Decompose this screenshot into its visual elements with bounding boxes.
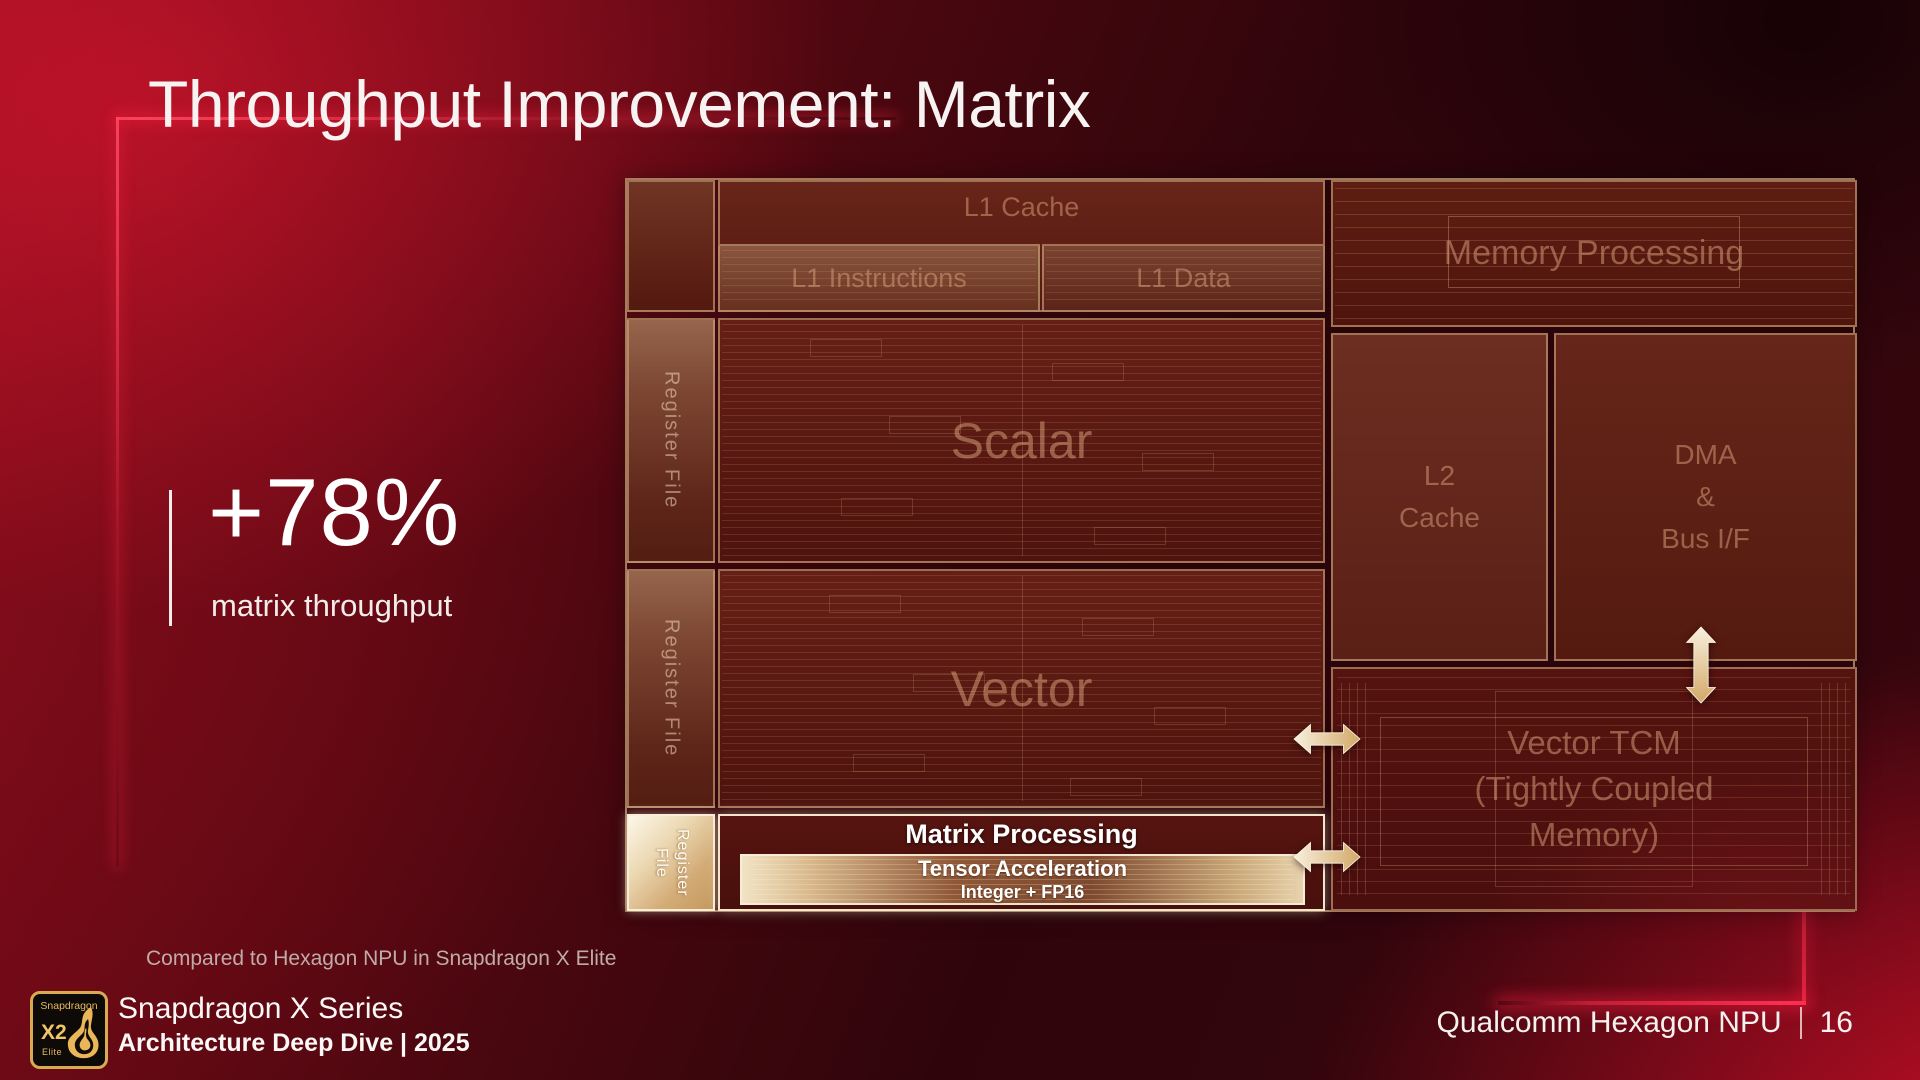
register-file-matrix-block-highlighted: Register File [627, 814, 715, 911]
memory-processing-block: Memory Processing [1331, 180, 1857, 327]
circuit-box [810, 339, 883, 358]
register-file-spacer-block [627, 180, 715, 312]
l2-line2: Cache [1399, 502, 1480, 533]
scalar-label: Scalar [950, 412, 1093, 469]
tensor-acceleration-block: Tensor Acceleration Integer + FP16 [740, 854, 1305, 905]
tensor-datatypes-label: Integer + FP16 [960, 882, 1085, 902]
memory-processing-label: Memory Processing [1443, 234, 1745, 272]
tcm-line3: Memory) [1528, 816, 1660, 854]
dma-line2: & [1696, 481, 1715, 512]
matrix-tcm-bidirectional-arrow-icon [1293, 841, 1361, 873]
circuit-lines [1821, 683, 1847, 895]
register-file-label: Register File [653, 828, 691, 897]
scalar-divider [1021, 324, 1023, 557]
l1-instructions-block: L1 Instructions [718, 244, 1040, 312]
vector-tcm-block: Vector TCM (Tightly Coupled Memory) [1331, 667, 1857, 911]
l2-line1: L2 [1423, 460, 1456, 491]
circuit-box [840, 498, 913, 517]
l1-data-block: L1 Data [1042, 244, 1325, 312]
badge-model-label: X2 [41, 1021, 67, 1044]
l1-instructions-label: L1 Instructions [791, 262, 967, 293]
frame-line-left [116, 117, 119, 867]
circuit-box [1494, 690, 1694, 888]
dma-line3: Bus I/F [1661, 523, 1750, 554]
tensor-acceleration-label: Tensor Acceleration [917, 856, 1128, 881]
stat-divider-line [169, 490, 172, 626]
l1-cache-label: L1 Cache [963, 192, 1080, 222]
page-number: 16 [1819, 1006, 1853, 1039]
vector-label: Vector [950, 660, 1093, 717]
register-file-scalar-block: Register File [627, 318, 715, 563]
l2-cache-block: L2 Cache [1331, 333, 1548, 661]
circuit-box [1447, 216, 1741, 288]
dma-bus-if-label: DMA & Bus I/F [1661, 434, 1750, 560]
footnote: Compared to Hexagon NPU in Snapdragon X … [146, 947, 617, 970]
circuit-box [1379, 717, 1808, 866]
circuit-box [852, 754, 925, 773]
snapdragon-x2-elite-badge: Snapdragon X2 Elite [30, 991, 108, 1069]
frame-line-top [116, 117, 896, 120]
l1-data-label: L1 Data [1136, 262, 1231, 293]
circuit-box [1093, 527, 1166, 546]
footer-separator [1799, 1007, 1802, 1039]
npu-architecture-diagram: Register File Register File Register Fil… [625, 178, 1857, 912]
circuit-box [1081, 618, 1154, 636]
matrix-processing-label: Matrix Processing [905, 819, 1138, 849]
brand-line-1: Snapdragon X Series [118, 992, 404, 1025]
stat-value: +78% [208, 459, 461, 566]
circuit-box [828, 594, 901, 613]
footer-product-label: Qualcomm Hexagon NPU [1436, 1006, 1782, 1039]
badge-tier-label: Elite [42, 1047, 63, 1057]
scalar-block: Scalar [718, 318, 1325, 563]
register-file-label: Register File [660, 619, 683, 758]
footer-right: Qualcomm Hexagon NPU 16 [1436, 1006, 1853, 1040]
tcm-line1: Vector TCM [1507, 723, 1681, 761]
register-file-vector-block: Register File [627, 569, 715, 808]
vector-block: Vector [718, 569, 1325, 808]
snapdragon-flame-icon [67, 1007, 99, 1059]
badge-brand-label: Snapdragon [40, 1000, 98, 1012]
brand-line-2: Architecture Deep Dive | 2025 [118, 1029, 470, 1057]
circuit-box [1154, 707, 1227, 726]
vector-tcm-label: Vector TCM (Tightly Coupled Memory) [1474, 720, 1713, 859]
frame-line-bottom [1498, 1001, 1806, 1005]
circuit-box [1069, 777, 1142, 796]
dma-line1: DMA [1674, 439, 1737, 470]
register-file-label: Register File [660, 371, 683, 510]
circuit-box [1142, 452, 1215, 471]
circuit-box [888, 416, 961, 435]
stat-label: matrix throughput [211, 588, 453, 623]
dma-tcm-bidirectional-arrow-icon [1685, 626, 1717, 704]
dma-bus-if-block: DMA & Bus I/F [1554, 333, 1857, 661]
tcm-line2: (Tightly Coupled [1474, 769, 1714, 807]
circuit-box [912, 674, 985, 693]
matrix-processing-block-highlighted: Matrix Processing Tensor Acceleration In… [718, 814, 1325, 911]
l2-cache-label: L2 Cache [1399, 455, 1480, 539]
vector-divider [1021, 575, 1023, 802]
circuit-box [1051, 363, 1124, 382]
vector-tcm-bidirectional-arrow-icon [1293, 723, 1361, 755]
page-title: Throughput Improvement: Matrix [148, 67, 1091, 141]
